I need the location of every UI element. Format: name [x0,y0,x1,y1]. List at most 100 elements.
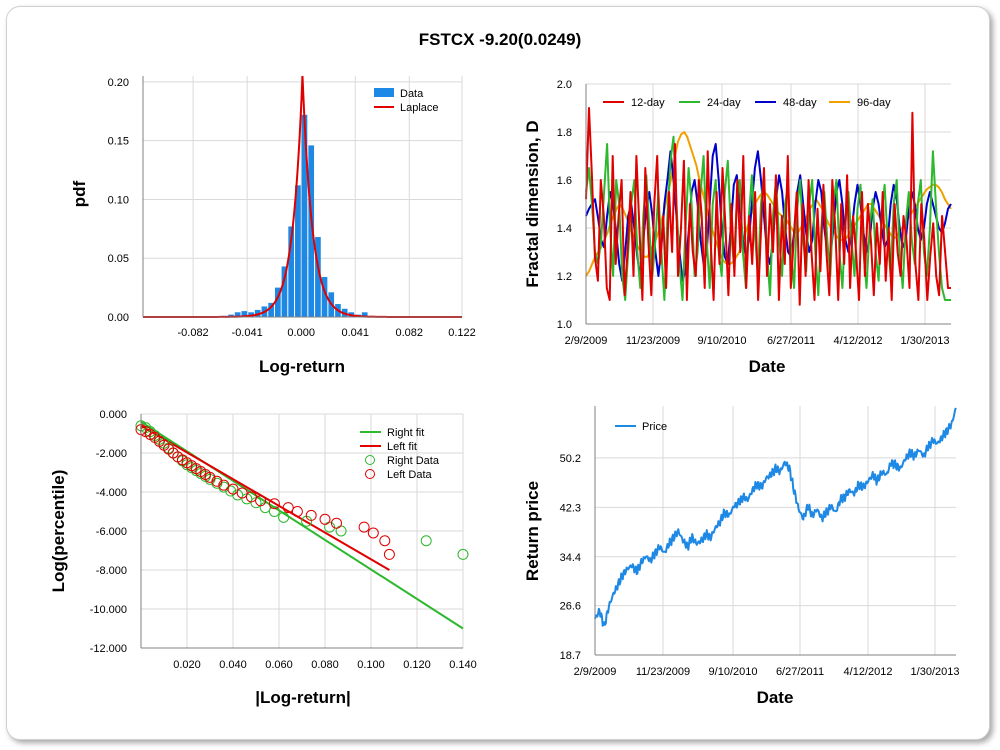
y-tick-label: 0.00 [108,312,129,324]
price-ticks: 2/9/2009 11/23/2009 9/10/2010 6/27/2011 4/12… [560,453,960,678]
tail-chart: 0.020 0.040 0.060 0.080 0.100 0.120 0.140 0.000… [49,409,477,707]
price-xlabel: Date [757,688,794,707]
fractal-xlabel: Date [749,357,786,376]
chart-frame [6,6,990,740]
legend-swatch-data [374,88,394,97]
y-tick-label: 0.15 [108,136,129,148]
fractal-lines [585,107,952,306]
x-tick-label: 4/12/2012 [834,335,883,347]
left-data-point [319,513,331,525]
x-tick-label: 0.040 [219,659,247,671]
fractal-ylabel: Fractal dimension, D [523,120,542,287]
y-tick-label: 50.2 [560,453,581,465]
y-tick-label: -4.000 [96,487,127,499]
x-tick-label: 0.122 [448,327,476,339]
left-data-point [367,527,379,539]
left-data-point [255,495,267,507]
x-tick-label: 0.060 [265,659,293,671]
x-tick-label: 2/9/2009 [574,666,617,678]
x-tick-label: 1/30/2013 [911,666,960,678]
y-tick-label: -6.000 [96,526,127,538]
legend-label-left-data: Left Data [387,469,433,481]
histogram-bar [321,277,328,317]
histogram-legend: Data Laplace [374,88,439,114]
y-tick-label: 0.000 [99,409,127,421]
x-tick-label: 1/30/2013 [901,335,950,347]
x-tick-label: -0.041 [232,327,263,339]
histogram-bar [308,145,315,317]
x-tick-label: 2/9/2009 [565,335,608,347]
histogram-axes [142,76,462,318]
left-data-point [282,502,294,514]
legend-swatch-left-data [365,469,375,479]
fractal-series-12-day [585,107,951,306]
y-tick-label: 26.6 [560,601,581,613]
right-data-point [278,511,290,523]
tail-legend: Right fit Left fit Right Data Left Data [360,427,440,481]
histogram-bar [315,237,321,317]
y-tick-label: 42.3 [560,502,581,514]
y-tick-label: 34.4 [560,552,581,564]
tail-xlabel: |Log-return| [255,688,350,707]
tail-ticks: 0.020 0.040 0.060 0.080 0.100 0.120 0.140 0.000… [90,409,477,671]
histogram-bar [301,114,308,317]
y-tick-label: -10.000 [90,604,127,616]
histogram-bar [268,302,274,317]
legend-label-data: Data [400,88,424,100]
left-data-point [383,548,395,560]
histogram-ticks: -0.082 -0.041 0.000 0.041 0.082 0.122 0.00 0.05… [108,77,476,339]
legend-label-price: Price [642,421,667,433]
left-data-point [379,535,391,547]
left-data-point [204,471,216,483]
histogram-xlabel: Log-return [259,357,345,376]
x-tick-label: 9/10/2010 [709,666,758,678]
x-tick-label: 0.082 [396,327,424,339]
x-tick-label: 0.140 [449,659,477,671]
histogram-bar [241,311,248,317]
fractal-ticks: 2/9/2009 11/23/2009 9/10/2010 6/27/2011 4/12… [557,79,950,347]
fractal-series-96-day [585,131,952,277]
x-tick-label: 0.020 [173,659,201,671]
left-data-point [236,487,248,499]
legend-label-right-fit: Right fit [387,427,424,439]
price-ylabel: Return price [523,481,542,581]
price-line [594,407,957,627]
legend-label-48-day: 48-day [783,97,817,109]
right-data-point [457,548,469,560]
y-tick-label: 18.7 [560,650,581,662]
x-tick-label: 0.000 [287,327,315,339]
right-data-point [225,485,237,497]
histogram-bar [281,266,288,317]
legend-label-left-fit: Left fit [387,441,417,453]
left-data-point [227,483,239,495]
left-data-point [291,506,303,517]
legend-swatch-right-data [365,455,375,465]
y-tick-label: 1.4 [557,223,572,235]
y-tick-label: 0.05 [108,253,129,265]
x-tick-label: 4/12/2012 [844,666,893,678]
y-tick-label: -12.000 [90,643,127,655]
legend-label-24-day: 24-day [707,97,741,109]
x-tick-label: 11/23/2009 [636,666,690,678]
histogram-bar [234,312,241,317]
price-chart: 2/9/2009 11/23/2009 9/10/2010 6/27/2011 4/12… [523,406,959,707]
y-tick-label: 2.0 [557,79,572,91]
y-tick-label: 1.6 [557,175,572,187]
legend-label-laplace: Laplace [400,102,439,114]
left-data-point [245,491,257,503]
x-tick-label: 0.100 [357,659,385,671]
histogram-bar [361,312,368,317]
left-data-point [268,498,280,510]
page-title: FSTCX -9.20(0.0249) [418,30,582,49]
legend-label-12-day: 12-day [631,97,665,109]
left-data-point [305,509,317,521]
x-tick-label: 9/10/2010 [698,335,747,347]
fractal-legend: 12-day 24-day 48-day 96-day [603,97,891,109]
fractal-chart: 2/9/2009 11/23/2009 9/10/2010 6/27/2011 4/12… [523,79,952,376]
left-data-point [331,517,342,529]
x-tick-label: 6/27/2011 [767,335,815,347]
x-tick-label: 0.080 [311,659,339,671]
x-tick-label: 0.041 [341,327,369,339]
x-tick-label: 6/27/2011 [776,666,824,678]
y-tick-label: 1.8 [557,127,572,139]
